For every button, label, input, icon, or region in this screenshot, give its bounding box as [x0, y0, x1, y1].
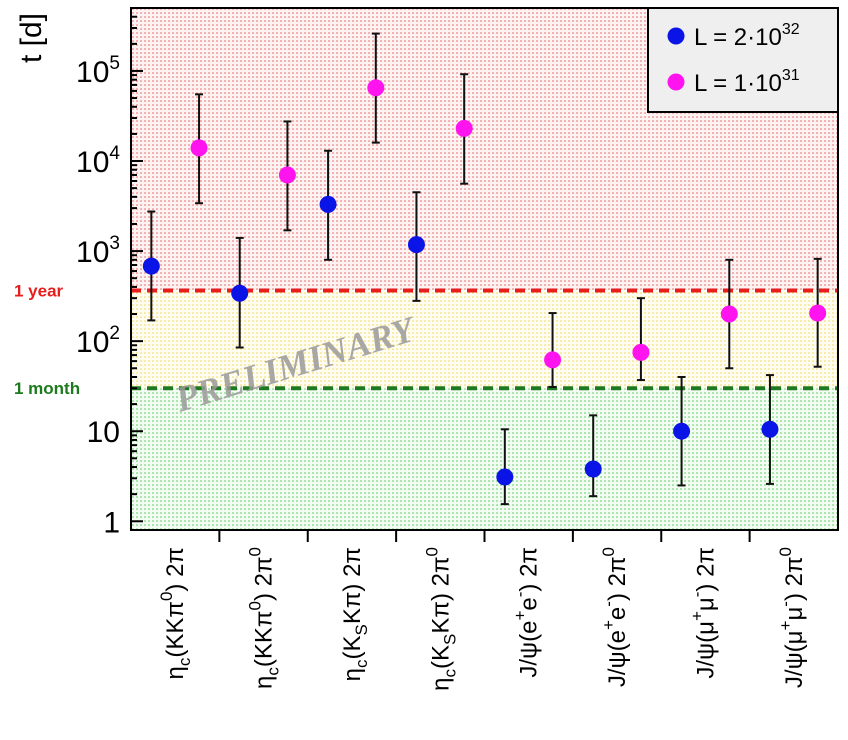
x-axis-ticks: ηc(KKπ0) 2π ηc(KKπ0) 2π0 ηc(KSKπ) 2π ηc(KSK…: [157, 530, 808, 691]
data-point-blue: [584, 460, 602, 478]
y-tick-label: 102: [76, 323, 120, 359]
data-point-magenta: [720, 305, 738, 323]
data-point-magenta: [367, 79, 385, 97]
data-point-magenta: [278, 166, 296, 184]
y-tick-label: 1: [103, 506, 120, 539]
data-point-blue: [761, 420, 779, 438]
y-axis-ticks: 1 10 102 103 104 105: [76, 7, 143, 539]
reference-lines: 1 year 1 month: [14, 282, 838, 398]
reference-label-0: 1 year: [14, 282, 64, 301]
reference-label-1: 1 month: [14, 379, 80, 398]
data-points: [142, 79, 827, 486]
y-tick-label: 103: [76, 233, 120, 269]
x-category-label: J/ψ(e+e-) 2π0: [599, 547, 631, 687]
data-point-blue: [142, 257, 160, 275]
x-category-label: ηc(KSKπ) 2π: [339, 547, 371, 681]
legend-box: [647, 7, 839, 113]
band-1: [131, 290, 838, 389]
data-point-blue: [231, 284, 249, 302]
data-point-magenta: [809, 304, 827, 322]
y-tick-label: 104: [76, 143, 120, 179]
data-point-blue: [496, 468, 514, 486]
legend: L = 2·1032 L = 1·1031: [647, 7, 839, 113]
data-point-magenta: [455, 119, 473, 137]
x-category-label: ηc(KSKπ) 2π0: [422, 547, 459, 691]
data-point-magenta: [190, 139, 208, 157]
x-category-label: J/ψ(μ+μ-) 2π: [687, 547, 719, 679]
x-category-label: ηc(KKπ0) 2π: [157, 547, 194, 679]
y-tick-label: 10: [87, 416, 120, 449]
legend-entry-1: L = 1·1031: [694, 67, 800, 97]
x-category-label: J/ψ(e+e-) 2π: [511, 547, 543, 678]
legend-entry-0: L = 2·1032: [694, 21, 800, 51]
data-point-magenta: [544, 351, 562, 369]
data-point-blue: [319, 195, 337, 213]
data-point-blue: [407, 236, 425, 254]
data-point-magenta: [632, 343, 650, 361]
x-category-label: J/ψ(μ+μ-) 2π0: [776, 547, 808, 688]
y-axis-label: t [d]: [15, 13, 48, 63]
data-point-blue: [673, 422, 691, 440]
band-2: [131, 388, 838, 530]
y-tick-label: 105: [76, 53, 120, 89]
x-category-label: ηc(KKπ0) 2π0: [246, 547, 283, 689]
legend-marker-magenta: [667, 73, 685, 91]
legend-marker-blue: [667, 27, 685, 45]
